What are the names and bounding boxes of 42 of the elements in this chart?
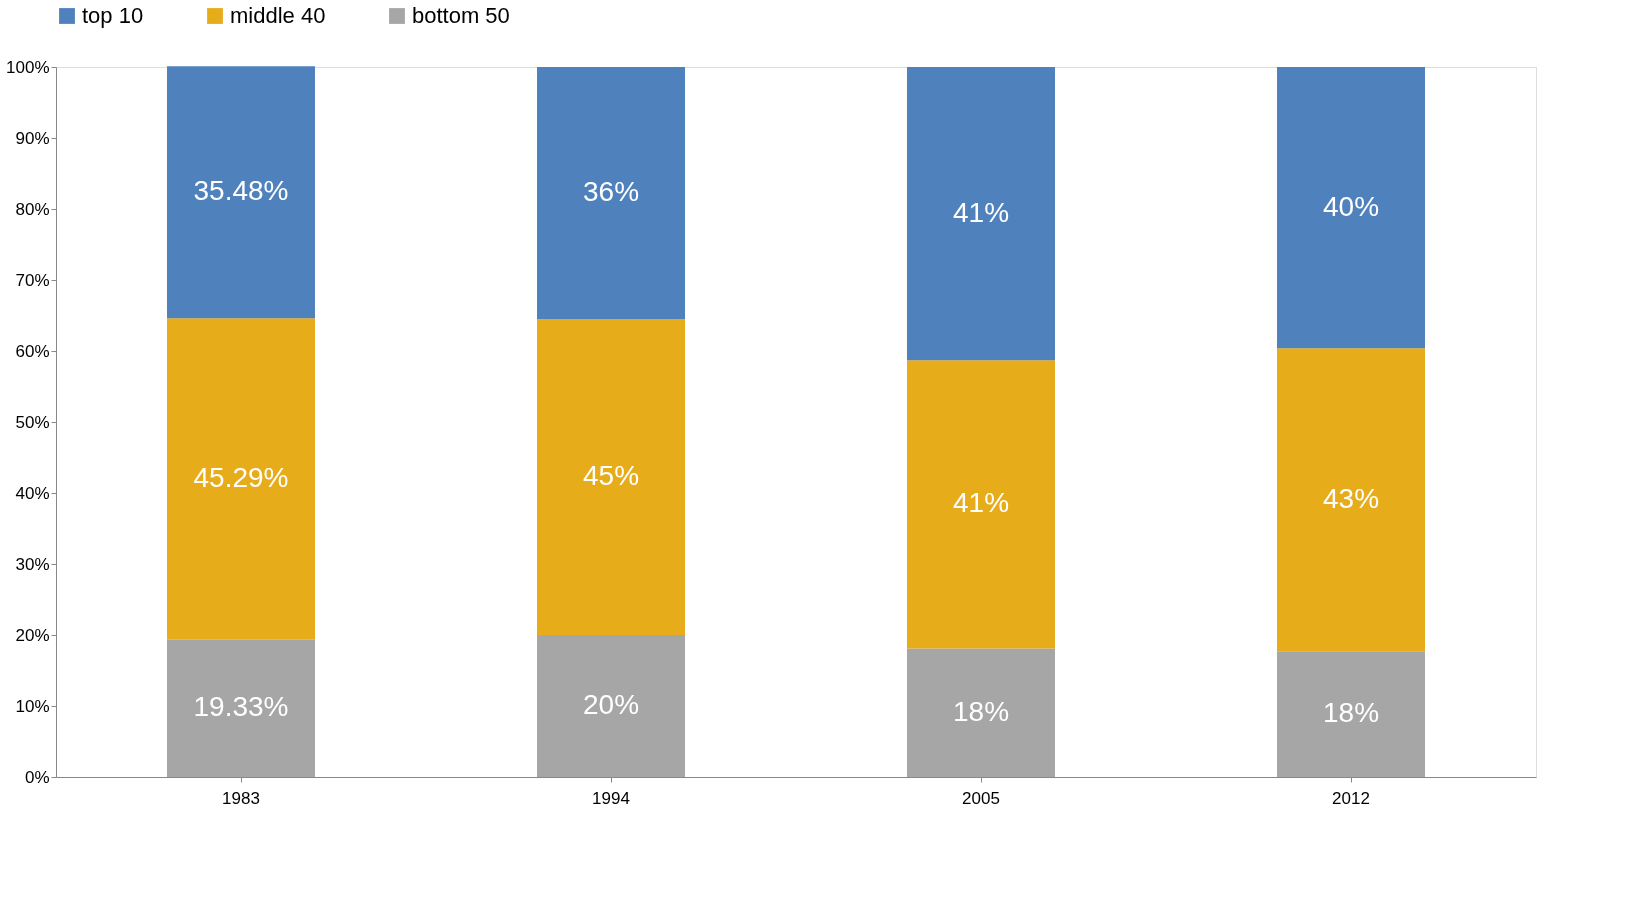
bar [1277,348,1425,652]
bar [537,319,685,635]
data-label: 41% [952,196,1010,228]
bar [537,67,685,320]
y-tick-label: 60% [15,341,50,361]
data-label: 43% [1322,482,1380,514]
y-tick-label: 0% [24,767,50,787]
data-label: 45.29% [193,461,289,493]
x-tick-label: 2005 [962,788,1000,808]
bar [1277,651,1425,777]
data-label: 18% [952,695,1010,727]
legend-label: middle 40 [230,3,326,28]
y-tick-label: 40% [15,483,50,503]
legend-label: bottom 50 [412,3,510,28]
y-tick-label: 30% [15,554,50,574]
legend-label: top 10 [82,3,144,28]
bar [537,635,685,777]
bar [1277,67,1425,349]
y-tick-label: 20% [15,625,50,645]
y-tick-label: 100% [6,57,50,77]
y-tick-label: 70% [15,270,50,290]
data-label: 41% [952,487,1010,519]
data-label: 40% [1322,190,1380,222]
data-label: 18% [1322,697,1380,729]
data-label: 35.48% [193,175,289,207]
x-tick-label: 2012 [1332,788,1370,808]
data-label: 36% [582,176,640,208]
data-label: 45% [582,460,640,492]
bar [907,67,1055,361]
bar [907,648,1055,777]
x-tick-label: 1983 [222,788,260,808]
bar [167,318,315,640]
y-tick-label: 50% [15,412,50,432]
data-label: 19.33% [193,691,289,723]
bar [167,639,315,777]
y-tick-label: 80% [15,199,50,219]
data-label: 20% [582,689,640,720]
y-tick-label: 10% [15,696,50,716]
y-tick-label: 90% [15,128,50,148]
bar [907,360,1055,649]
x-tick-label: 1994 [592,788,630,808]
bar [167,66,315,319]
